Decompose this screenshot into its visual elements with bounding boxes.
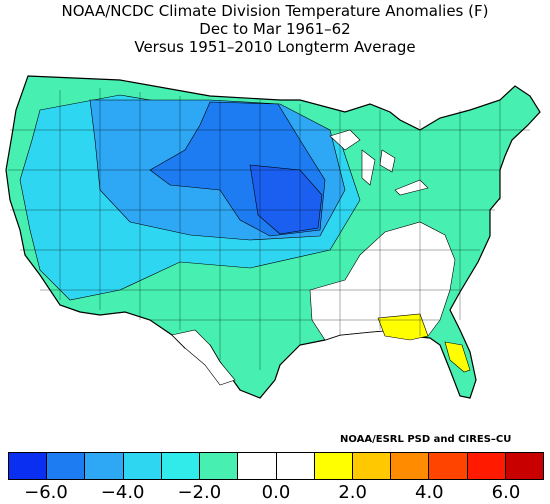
legend-swatch bbox=[200, 453, 239, 479]
legend-swatch bbox=[161, 453, 201, 479]
legend-tick-label: 2.0 bbox=[338, 482, 367, 503]
legend-tick-label: 0.0 bbox=[261, 482, 291, 503]
legend-swatch bbox=[505, 453, 544, 479]
division-borders bbox=[8, 88, 530, 370]
legend-swatch bbox=[429, 453, 468, 479]
map-title-line-3: Versus 1951–2010 Longterm Average bbox=[134, 38, 416, 56]
legend-swatch bbox=[467, 453, 506, 479]
legend-tick-label: 6.0 bbox=[491, 482, 521, 503]
legend-swatch bbox=[352, 453, 392, 479]
legend-swatch bbox=[85, 453, 124, 479]
legend-swatch bbox=[276, 453, 315, 479]
legend-swatch bbox=[314, 453, 353, 479]
legend-swatch bbox=[47, 453, 86, 479]
legend-swatch bbox=[391, 453, 430, 479]
legend-swatch bbox=[238, 453, 277, 479]
legend-swatch bbox=[123, 453, 162, 479]
legend-tick-label: −2.0 bbox=[177, 482, 222, 503]
map-title-line-2: Dec to Mar 1961–62 bbox=[199, 20, 351, 38]
color-legend bbox=[8, 452, 544, 480]
legend-ticks: −6.0 −4.0 −2.0 0.0 2.0 4.0 6.0 bbox=[0, 482, 550, 504]
warm-region-georgia bbox=[377, 313, 429, 341]
legend-tick-label: 4.0 bbox=[415, 482, 444, 503]
warm-region-florida bbox=[444, 341, 471, 373]
neutral-region-texas-south bbox=[171, 329, 236, 386]
legend-tick-label: −4.0 bbox=[100, 482, 145, 503]
legend-swatch bbox=[9, 453, 48, 479]
map-title-line-1: NOAA/NCDC Climate Division Temperature A… bbox=[61, 2, 489, 20]
legend-tick-label: −6.0 bbox=[24, 482, 68, 503]
credit-label: NOAA/ESRL PSD and CIRES–CU bbox=[340, 434, 512, 445]
